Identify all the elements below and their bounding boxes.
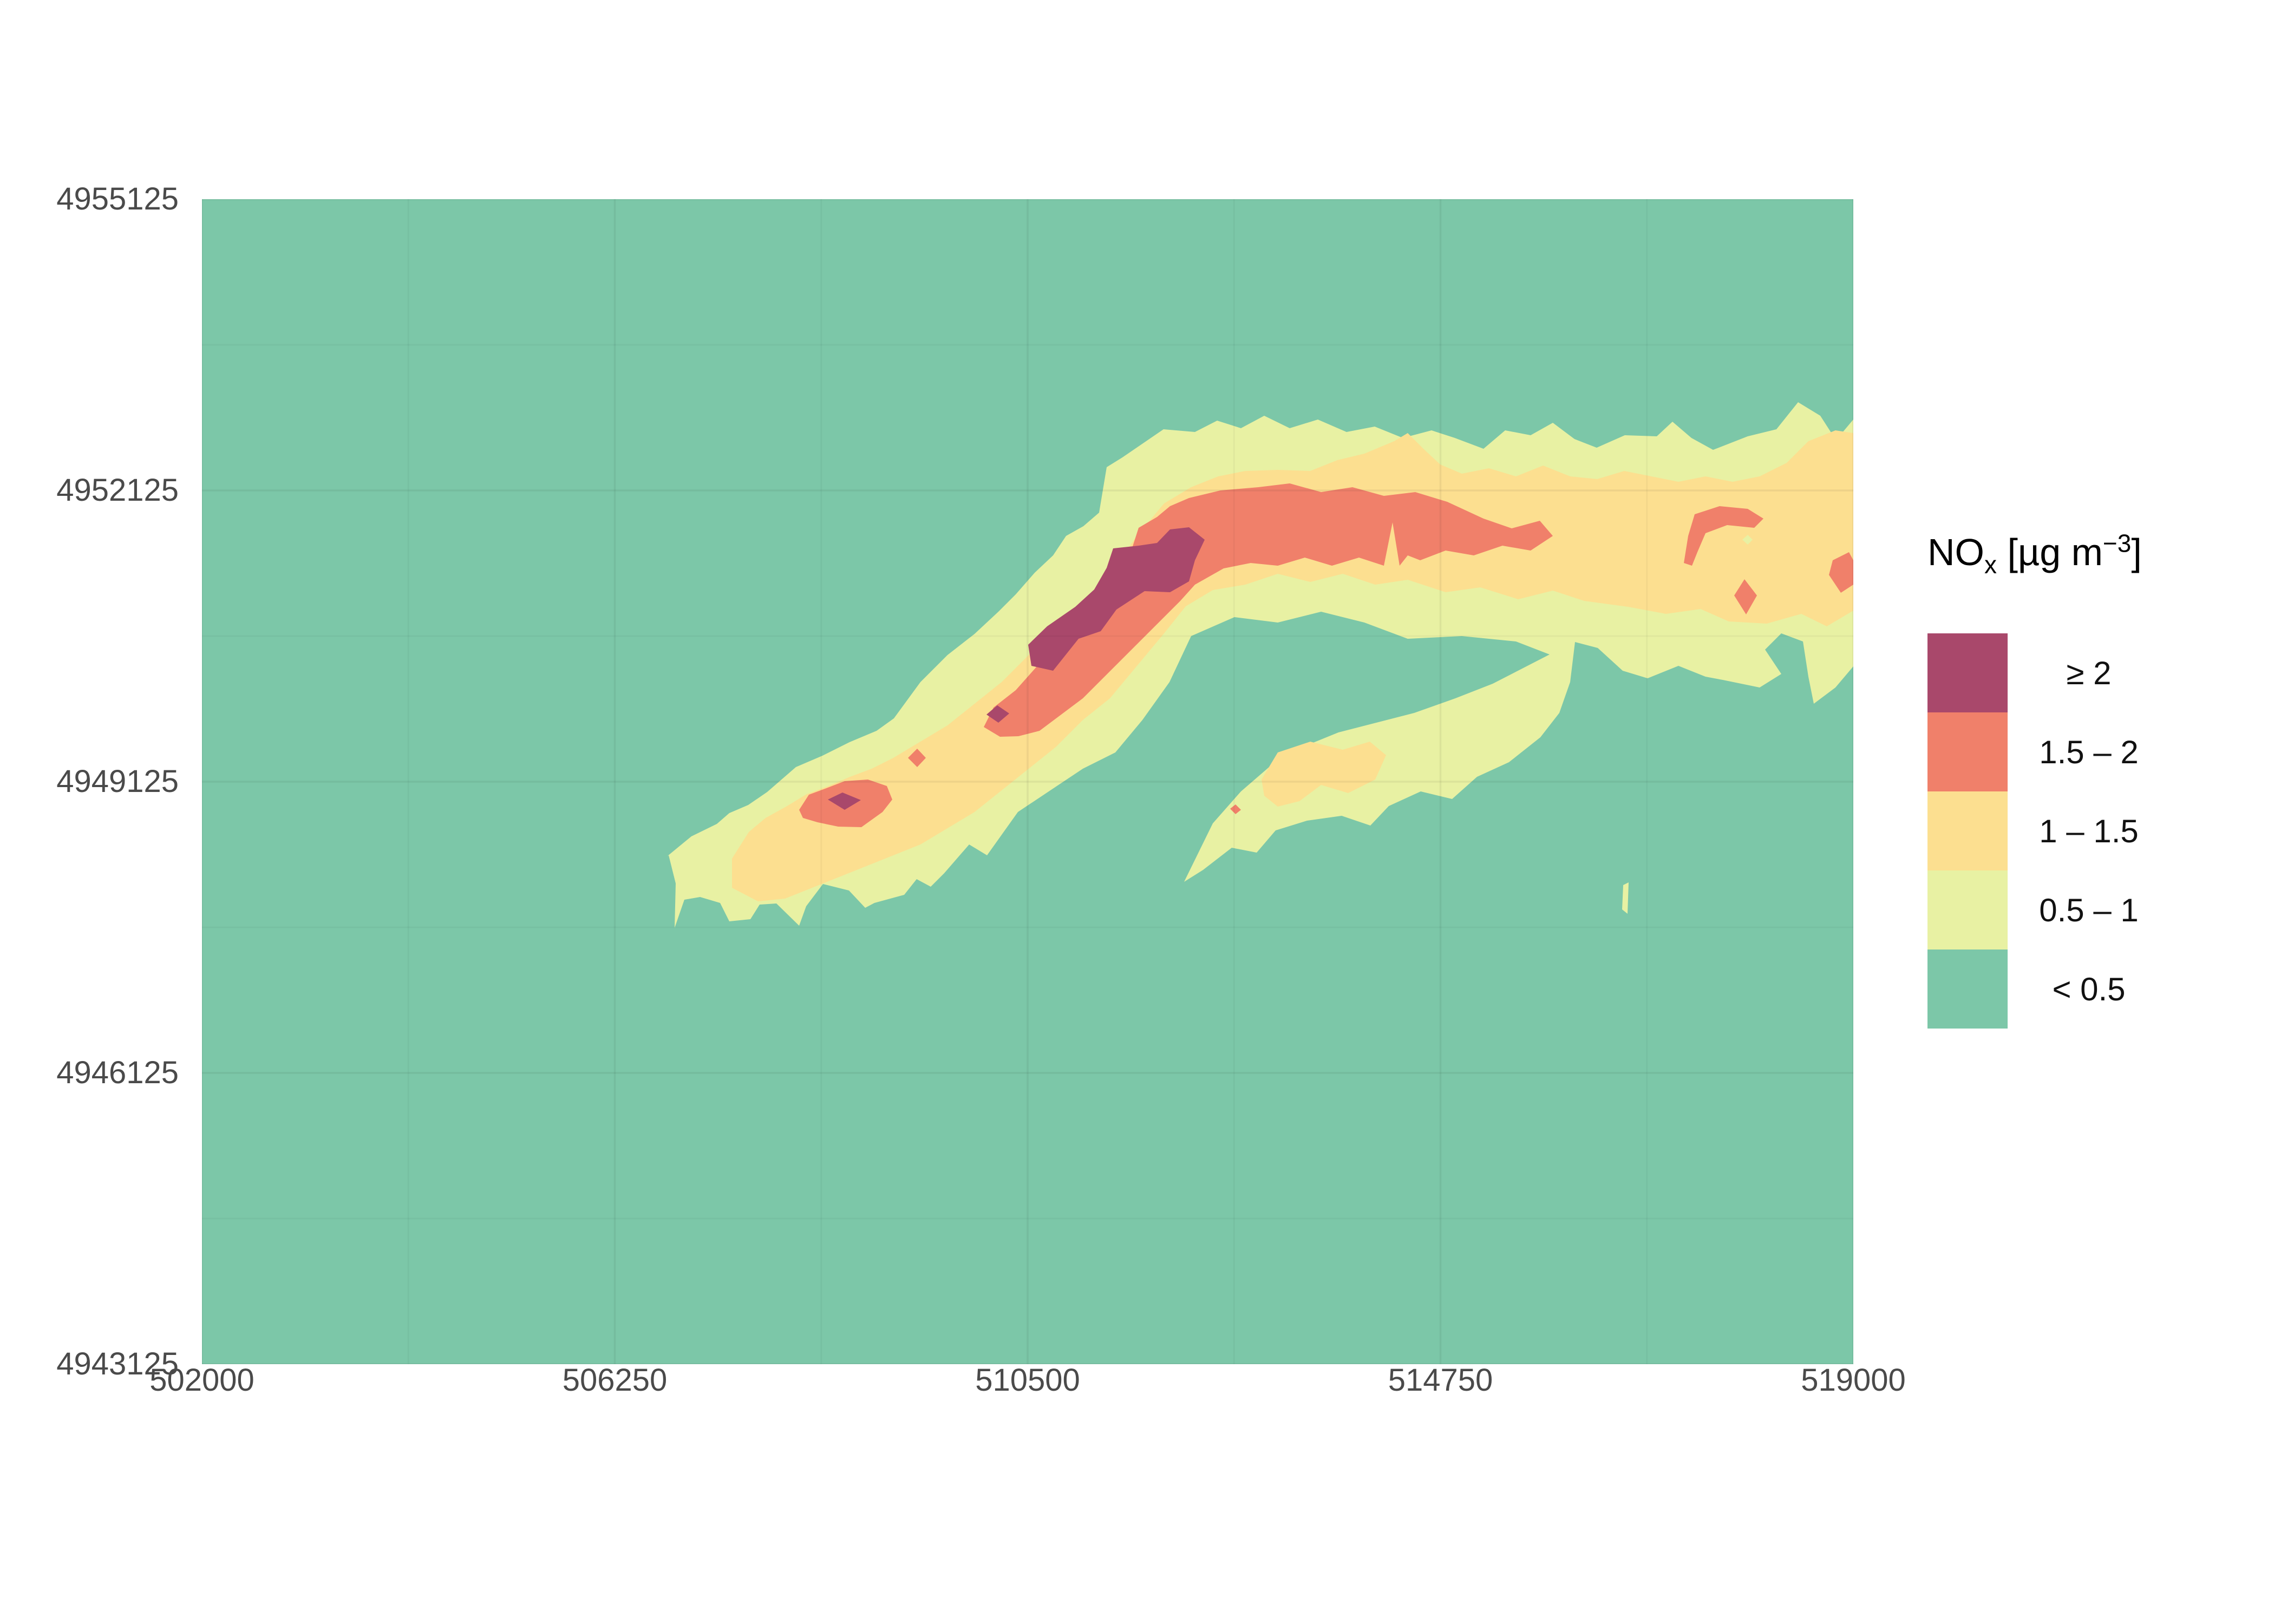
legend-title-subscript: x [1984,551,1997,579]
legend-label: ≥ 2 [2066,654,2112,691]
x-tick-label: 502000 [149,1363,254,1398]
contour-band-ge_0_5_islands [1742,535,1753,545]
legend-title: NOx [µg m−3] [1927,529,2142,577]
y-tick-label: 4946125 [56,1055,179,1090]
legend-label: < 0.5 [2052,971,2126,1007]
legend-label: 1.5 – 2 [2039,734,2139,770]
legend-title-prefix: NO [1927,531,1984,573]
y-tick-label: 4952125 [56,473,179,508]
legend-title-units: [µg m [1997,531,2103,573]
legend-title-suffix: ] [2131,531,2142,573]
contour-band-ge_1_5 [984,483,1553,737]
legend-label: 0.5 – 1 [2039,892,2139,928]
contour-band-ge_1_5 [1684,506,1763,566]
legend: NOx [µg m−3] ≥ 2 1.5 – 2 1 – 1.5 0.5 – 1 < 0… [1927,529,2142,1029]
contour-band-ge_1 [960,778,973,792]
contour-band-ge_2 [828,793,861,810]
legend-swatch [1927,791,2008,870]
x-tick-label: 514750 [1388,1363,1493,1398]
x-tick-label: 510500 [975,1363,1080,1398]
contour-band-ge_1 [1262,742,1386,807]
x-tick-label: 519000 [1801,1363,1906,1398]
contour-band-ge_1 [732,430,1853,901]
legend-swatch [1927,633,2008,712]
legend-swatch [1927,712,2008,791]
legend-row: 1.5 – 2 [1927,712,2170,791]
legend-row: < 0.5 [1927,949,2170,1029]
y-tick-label: 4943125 [56,1346,179,1381]
contour-band-ge_1_5 [1230,804,1241,814]
legend-title-exponent: −3 [2102,529,2132,558]
contour-band-ge_1_5 [908,749,926,767]
legend-label: 1 – 1.5 [2039,813,2139,849]
contour-band-ge_1_5 [1734,579,1757,614]
y-tick-label: 4955125 [56,181,179,217]
legend-swatch [1927,870,2008,949]
contour-band-ge_1_5 [1829,552,1853,593]
contour-band-ge_2 [1028,527,1205,671]
y-tick-label: 4949125 [56,764,179,799]
contour-band-ge_2 [986,705,1009,723]
legend-key: ≥ 2 1.5 – 2 1 – 1.5 0.5 – 1 < 0.5 [1927,633,2170,1029]
legend-row: ≥ 2 [1927,633,2170,712]
legend-row: 1 – 1.5 [1927,791,2170,870]
contour-band-ge_0_5 [1622,882,1629,914]
legend-swatch [1927,949,2008,1029]
legend-row: 0.5 – 1 [1927,870,2170,949]
panel [202,199,1853,1364]
x-tick-label: 506250 [562,1363,668,1398]
